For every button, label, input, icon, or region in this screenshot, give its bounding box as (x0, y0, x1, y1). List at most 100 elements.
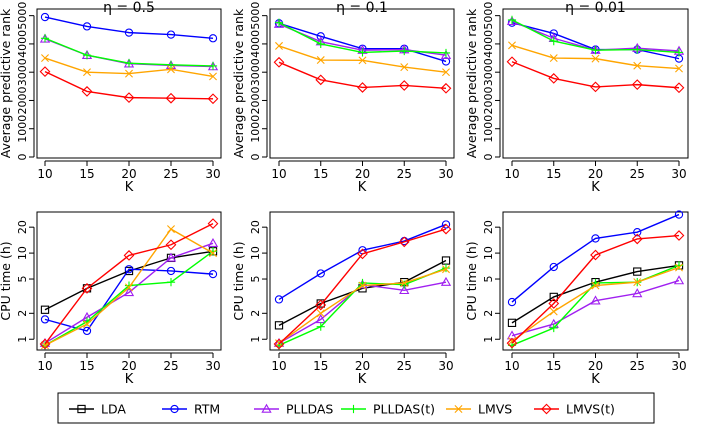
data-point-lmvs-t (398, 80, 410, 91)
data-point-lmvs-t (81, 282, 93, 294)
data-point-plldas (440, 276, 452, 286)
data-point-lmvs (83, 320, 91, 329)
panel-title: η = 0.1 (336, 0, 388, 16)
x-tick-label: 30 (205, 359, 220, 373)
series-rtm (507, 18, 684, 63)
x-tick-label: 15 (546, 359, 561, 373)
x-tick-label: 20 (588, 167, 603, 181)
series-lmvs (41, 54, 217, 81)
data-point-lmvs (633, 61, 642, 70)
x-axis-title: K (591, 180, 600, 195)
y-tick-label: 0 (16, 154, 29, 161)
data-point-rtm (208, 34, 218, 43)
chart-panel-1: 10 15 20 25 30 K 0 10002000300040005000Average … (0, 0, 222, 195)
y-tick-label: 2 (16, 310, 29, 317)
y-axis-title: Average predictive rank (464, 8, 479, 158)
y-tick-label: 4000 (16, 30, 29, 58)
data-point-lmvs-t (81, 86, 93, 97)
data-point-lda (40, 305, 50, 314)
data-point-lmvs-t (398, 236, 410, 248)
data-point-lmvs (675, 263, 683, 272)
y-axis-title: CPU time (h) (464, 241, 479, 320)
legend-item-rtm: RTM (162, 402, 220, 417)
legend-box (57, 392, 655, 424)
y-tick-label: 1000 (16, 115, 29, 143)
legend-item-lmvs-t: LMVS(t) (534, 402, 615, 417)
panel-title: η = 0.01 (565, 0, 626, 16)
x-axis-title: K (125, 180, 134, 195)
data-point-lmvs (442, 265, 450, 274)
y-axis-title: Average predictive rank (0, 8, 13, 158)
data-point-rtm (591, 234, 600, 243)
data-point-rtm (441, 220, 451, 229)
data-point-plldas-t (82, 51, 92, 60)
plot-frame (269, 211, 455, 351)
data-point-lmvs-t (39, 338, 51, 350)
data-point-plldas-t (358, 48, 367, 57)
y-tick-label: 3000 (482, 58, 495, 86)
data-point-plldas (632, 288, 643, 298)
data-point-lmvs (209, 72, 217, 81)
y-tick-label: 1 (16, 336, 29, 343)
plot-frame (36, 8, 222, 159)
x-tick-label: 30 (205, 167, 220, 181)
data-point-lmvs (633, 278, 642, 287)
y-tick-label: 5000 (16, 2, 29, 30)
series-rtm (274, 19, 451, 66)
x-tick-label: 15 (546, 167, 561, 181)
y-tick-label: 2 (249, 310, 262, 317)
data-point-plldas (399, 284, 410, 295)
data-point-lmvs (358, 56, 367, 65)
x-axis-title: K (125, 372, 134, 387)
plot-frame (502, 211, 689, 351)
y-tick-label: 1000 (249, 115, 262, 143)
data-point-plldas-t (549, 36, 558, 46)
series-rtm (40, 12, 218, 43)
legend-label: RTM (194, 402, 220, 417)
series-lmvs-t (39, 66, 219, 105)
data-point-plldas-t (124, 59, 134, 68)
y-tick-label: 5 (16, 276, 29, 283)
data-point-rtm (166, 30, 176, 39)
data-point-rtm (633, 228, 642, 237)
data-point-plldas (165, 252, 177, 262)
legend-marker (454, 405, 463, 413)
series-rtm (40, 265, 218, 336)
series-plldas-t (40, 34, 218, 71)
data-point-rtm (166, 266, 176, 276)
data-point-lmvs (275, 41, 283, 50)
y-axis-title: Average predictive rank (231, 8, 246, 158)
y-tick-label: 1000 (482, 115, 495, 143)
series-line-lmvs-t (44, 222, 214, 345)
y-axis-title: CPU time (h) (0, 241, 13, 320)
data-point-rtm (82, 326, 92, 336)
y-tick-label: 4000 (482, 30, 495, 58)
legend-marker (261, 403, 272, 413)
series-lda (40, 247, 218, 314)
data-point-lmvs (675, 64, 683, 73)
data-point-plldas-t (40, 34, 50, 43)
data-point-lmvs (316, 56, 325, 65)
legend-marker (77, 404, 86, 414)
series-lmvs (41, 225, 217, 350)
data-point-plldas-t (507, 15, 517, 24)
data-point-lmvs-t (631, 79, 643, 91)
x-tick-label: 20 (355, 359, 370, 373)
x-tick-label: 10 (504, 359, 519, 373)
legend-label: PLLDAS(t) (373, 402, 435, 417)
data-point-plldas-t (674, 48, 684, 57)
y-tick-label: 2 (482, 310, 495, 317)
x-tick-label: 30 (438, 359, 453, 373)
data-point-lmvs-t (357, 82, 368, 93)
legend-item-lmvs: LMVS (446, 402, 512, 417)
data-point-lmvs-t (673, 82, 685, 94)
data-point-rtm (507, 297, 517, 307)
y-tick-label: 2000 (16, 86, 29, 114)
x-tick-label: 25 (630, 359, 645, 373)
series-line-rtm (44, 268, 214, 332)
x-tick-label: 30 (438, 167, 453, 181)
data-point-lmvs (591, 281, 600, 290)
